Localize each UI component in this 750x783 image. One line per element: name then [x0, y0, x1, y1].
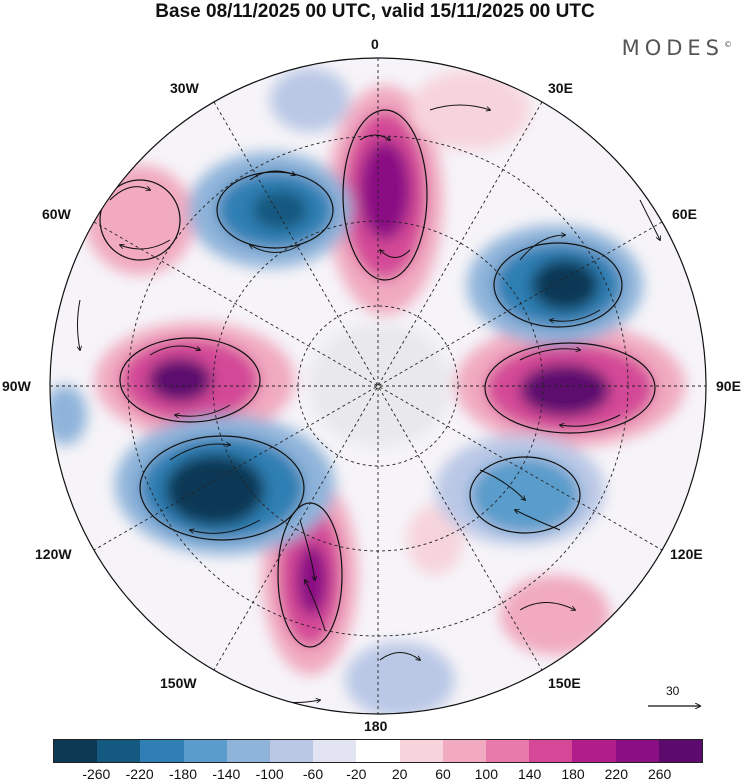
colorbar-swatch: [529, 740, 573, 762]
brand-text: MODES: [621, 36, 724, 60]
colorbar-swatch: [183, 740, 227, 762]
colorbar-swatch: [97, 740, 141, 762]
label-lon-180: 180: [364, 718, 388, 734]
colorbar-tick-label: -60: [302, 766, 324, 782]
colorbar-tick-label: 260: [647, 766, 672, 782]
negative-anomaly-120e: [435, 435, 605, 545]
negative-anomaly-90w-edge: [50, 385, 87, 445]
negative-anomaly-120w: [115, 415, 335, 555]
colorbar-swatch: [399, 740, 443, 762]
colorbar-tick-label: -100: [255, 766, 284, 782]
colorbar-swatch: [442, 740, 487, 762]
colorbar-swatch: [226, 740, 271, 762]
colorbar-tick-label: -180: [168, 766, 198, 782]
colorbar-swatch: [615, 740, 659, 762]
colorbar-swatch: [270, 740, 314, 762]
positive-anomaly-90e: [455, 323, 685, 447]
positive-anomaly-90w: [95, 322, 295, 438]
label-lon-120w: 120W: [35, 546, 72, 562]
colorbar-tick-label: 20: [391, 766, 408, 782]
map-title: Base 08/11/2025 00 UTC, valid 15/11/2025…: [155, 1, 595, 22]
contour-lines: [99, 109, 656, 648]
negative-anomaly-30w: [188, 152, 352, 268]
copyright-mark: ©: [724, 40, 732, 49]
colorbar-swatch: [140, 740, 184, 762]
label-lon-150e: 150E: [548, 675, 581, 691]
colorbar-tick-label: 180: [561, 766, 585, 782]
label-lon-30e: 30E: [548, 80, 573, 96]
colorbar-tick-label: -140: [212, 766, 241, 782]
reference-vector-label: 30: [666, 684, 680, 698]
colorbar-ticks: -260 -220 -180 -140 -100 -60 -20 20 60 100 140 180 2…: [0, 766, 750, 782]
colorbar: [53, 739, 703, 763]
colorbar-tick-label: -260: [82, 766, 111, 782]
colorbar-swatch: [313, 740, 357, 762]
negative-anomaly-30w-north: [270, 68, 350, 132]
label-lon-90e: 90E: [716, 378, 741, 394]
colorbar-tick-label: 60: [435, 766, 451, 782]
label-lon-60e: 60E: [672, 206, 697, 222]
colorbar-swatch: [658, 740, 703, 762]
positive-anomaly-30e: [410, 70, 530, 150]
anomaly-field: [50, 58, 706, 714]
label-lon-0: 0: [371, 36, 379, 52]
negative-anomaly-60e: [467, 225, 643, 345]
colorbar-tick-label: 100: [474, 766, 499, 782]
modes-logo: MODES©: [622, 36, 732, 60]
colorbar-swatch: [486, 740, 530, 762]
colorbar-tick-label: 140: [517, 766, 542, 782]
positive-anomaly-small: [407, 505, 463, 575]
colorbar-swatch: [54, 740, 98, 762]
label-lon-90w: 90W: [2, 378, 31, 394]
label-lon-60w: 60W: [42, 206, 71, 222]
positive-anomaly-150e: [500, 575, 610, 655]
label-lon-120e: 120E: [670, 546, 703, 562]
colorbar-swatch: [572, 740, 616, 762]
label-lon-30w: 30W: [170, 80, 199, 96]
map-boundary: [49, 57, 707, 715]
graticule: [50, 58, 706, 714]
colorbar-tick-label: 220: [604, 766, 629, 782]
colorbar-tick-label: -20: [346, 766, 367, 782]
negative-anomaly-180: [345, 642, 455, 714]
positive-anomaly-60w: [85, 165, 195, 275]
label-lon-150w: 150W: [160, 675, 197, 691]
colorbar-tick-label: -220: [125, 766, 154, 782]
colorbar-swatch: [356, 740, 400, 762]
